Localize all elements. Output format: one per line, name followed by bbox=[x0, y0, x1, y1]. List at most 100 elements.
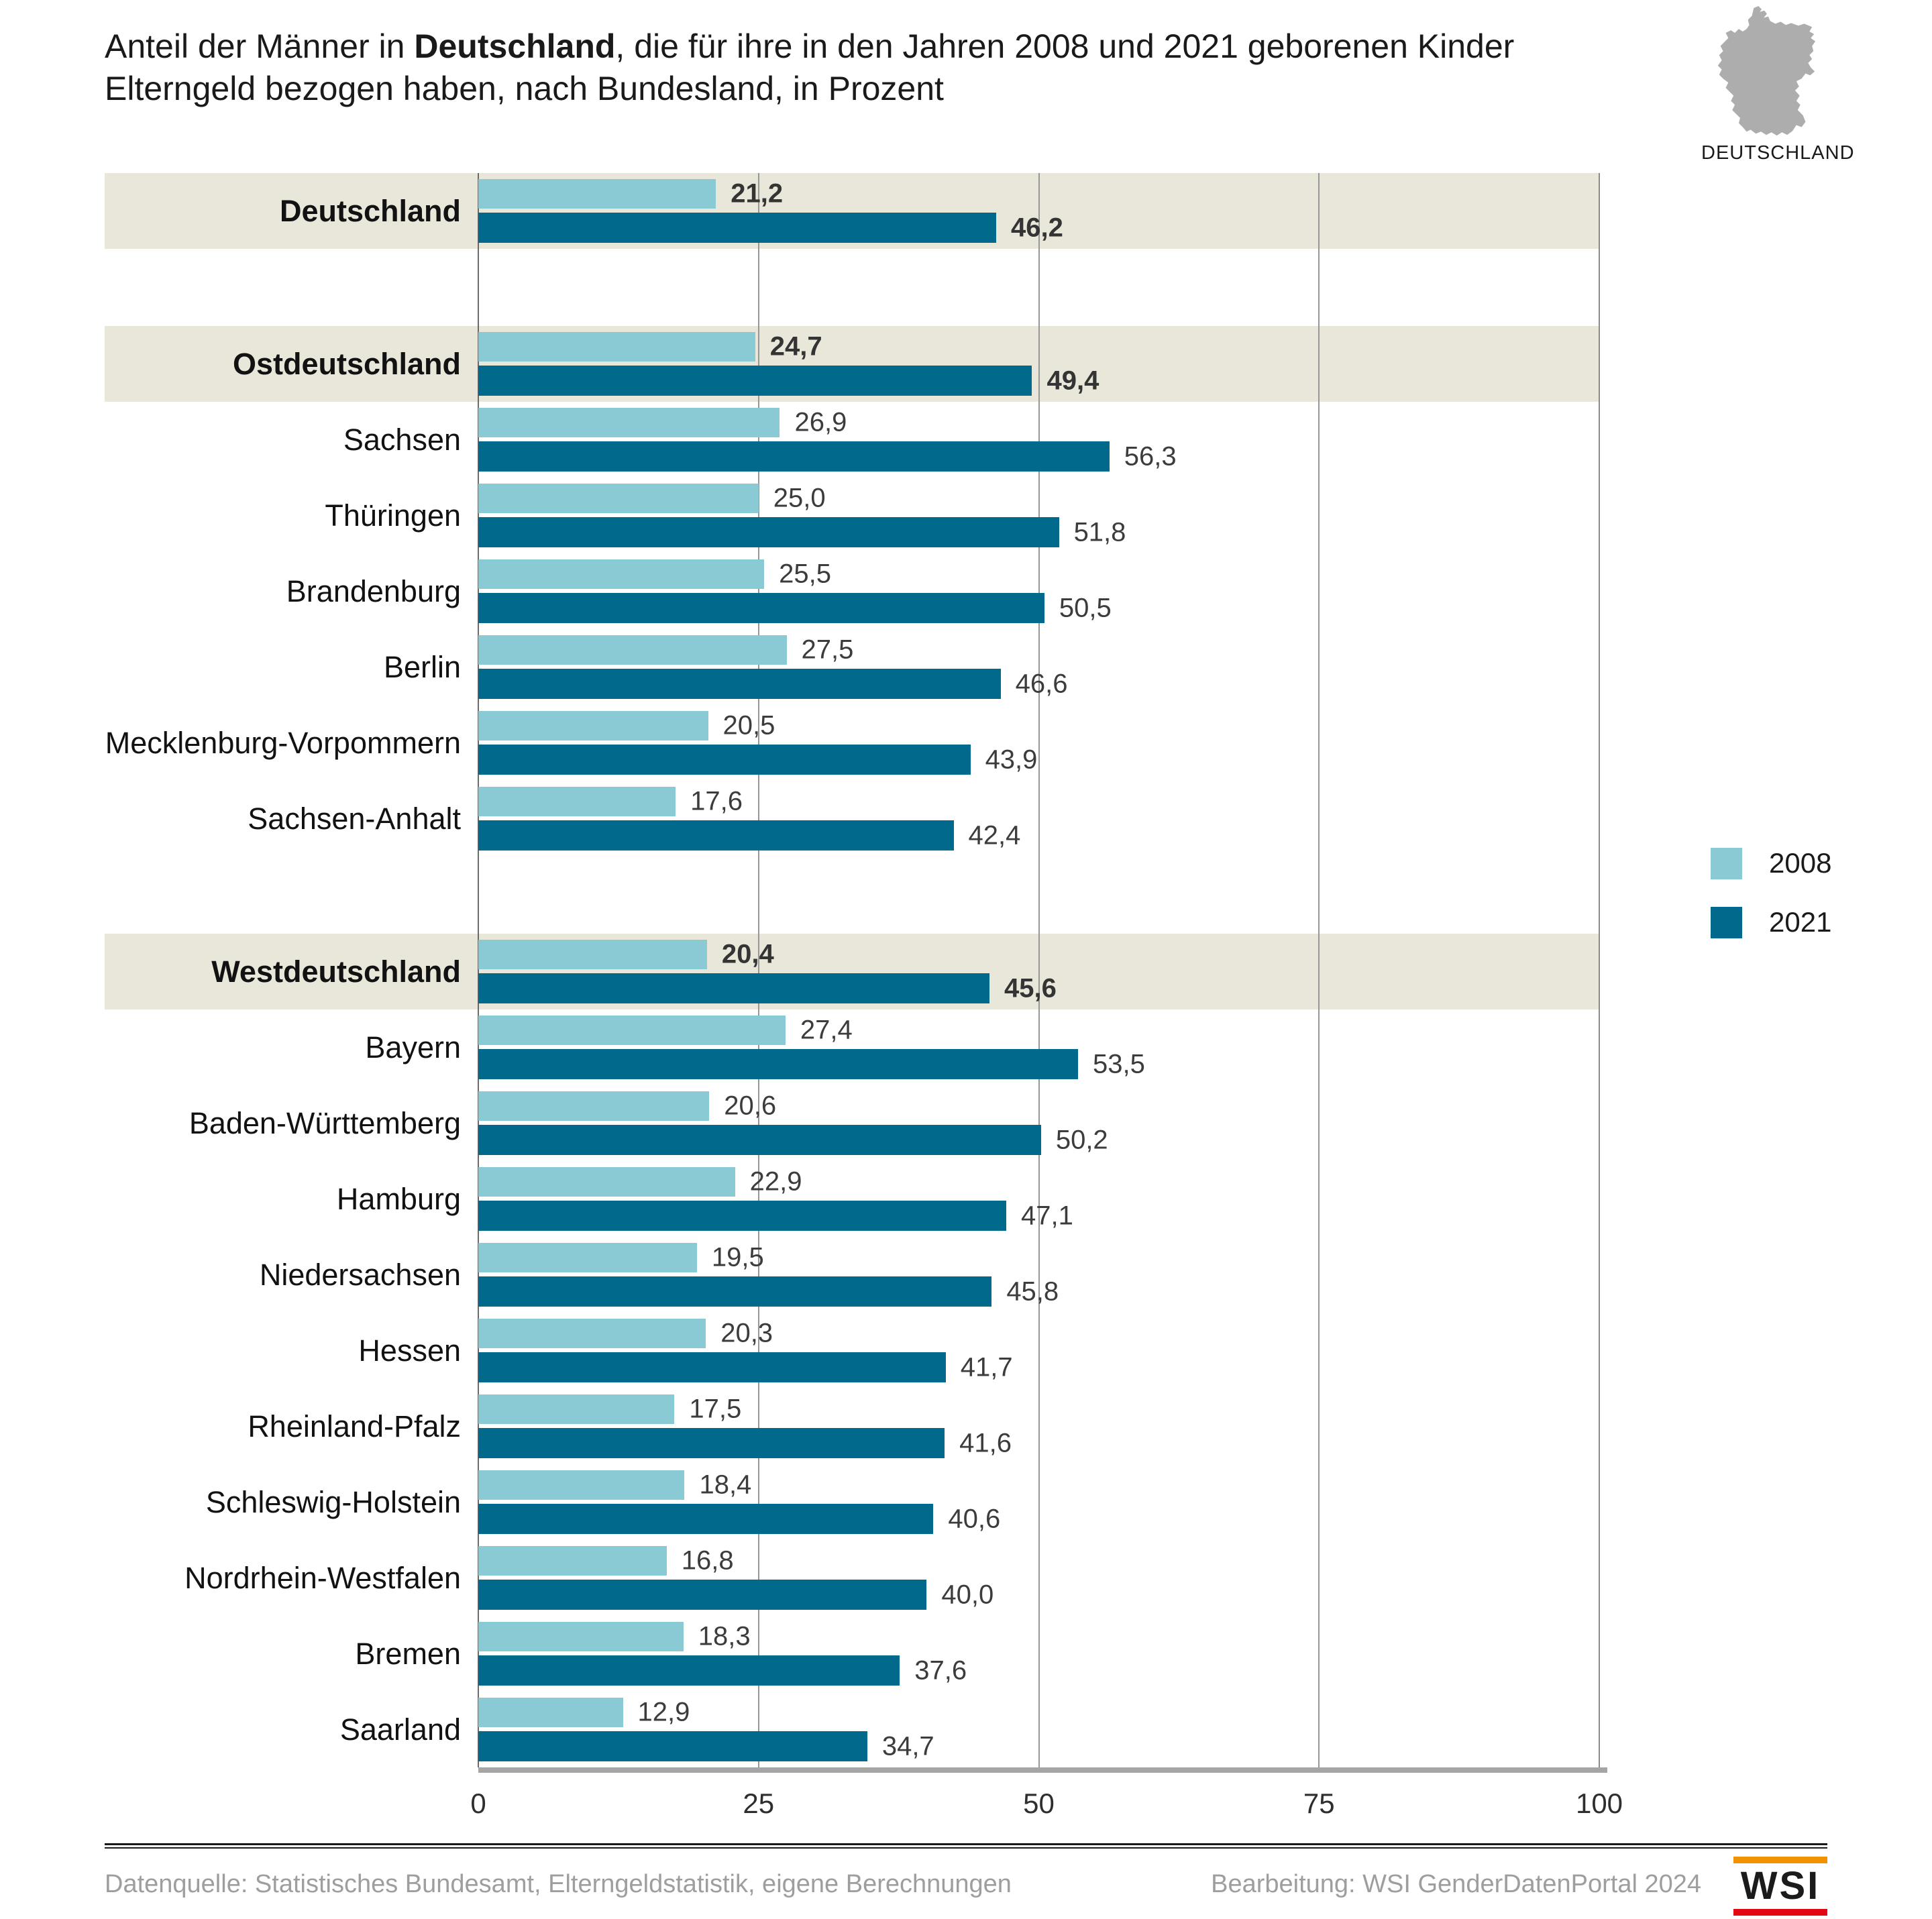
wsi-logo-text: WSI bbox=[1740, 1864, 1821, 1908]
title-bold-deutschland: Deutschland bbox=[414, 28, 616, 65]
chart-row-sachsen-anhalt: Sachsen-Anhalt 17,6 42,4 bbox=[105, 781, 1599, 857]
value-label-2021: 37,6 bbox=[914, 1655, 967, 1685]
row-bars: 25,0 51,8 bbox=[478, 478, 1599, 553]
row-bars: 20,4 45,6 bbox=[478, 934, 1599, 1009]
x-tick-50: 50 bbox=[1023, 1788, 1055, 1819]
bar-2008: 16,8 bbox=[478, 1546, 734, 1576]
value-label-2008: 24,7 bbox=[769, 331, 822, 362]
value-label-2021: 40,6 bbox=[948, 1504, 1001, 1533]
chart-row-hessen: Hessen 20,3 41,7 bbox=[105, 1313, 1599, 1388]
chart-row-baden-w-rttemberg: Baden-Württemberg 20,6 50,2 bbox=[105, 1085, 1599, 1161]
row-bars: 17,5 41,6 bbox=[478, 1388, 1599, 1464]
row-label: Thüringen bbox=[325, 498, 461, 533]
bar-2021: 51,8 bbox=[478, 517, 1126, 547]
bar-2008: 25,0 bbox=[478, 484, 826, 513]
x-tick-0: 0 bbox=[470, 1788, 486, 1819]
bar-2021: 37,6 bbox=[478, 1655, 967, 1686]
row-label: Deutschland bbox=[279, 193, 461, 228]
row-bars: 24,7 49,4 bbox=[478, 326, 1599, 402]
row-label: Nordrhein-Westfalen bbox=[184, 1560, 461, 1595]
bar-2008: 20,3 bbox=[478, 1319, 773, 1348]
value-label-2008: 21,2 bbox=[731, 178, 784, 209]
bar-2021: 34,7 bbox=[478, 1731, 934, 1761]
editing-credit: Bearbeitung: WSI GenderDatenPortal 2024 bbox=[1211, 1870, 1701, 1898]
bar-2021: 47,1 bbox=[478, 1201, 1073, 1231]
bar-2021: 41,7 bbox=[478, 1352, 1013, 1382]
legend-item-2021: 2021 bbox=[1711, 906, 1831, 938]
bar-2008: 26,9 bbox=[478, 408, 847, 437]
chart-title: Anteil der Männer in Deutschland, die fü… bbox=[105, 25, 1514, 110]
row-label: Bayern bbox=[365, 1030, 461, 1064]
bar-2008: 17,6 bbox=[478, 787, 743, 816]
value-label-2021: 47,1 bbox=[1021, 1201, 1073, 1230]
chart-row-bremen: Bremen 18,3 37,6 bbox=[105, 1616, 1599, 1692]
value-label-2021: 46,6 bbox=[1015, 669, 1068, 698]
row-label: Schleswig-Holstein bbox=[205, 1484, 461, 1519]
bar-2021: 50,2 bbox=[478, 1125, 1108, 1155]
bar-2021: 42,4 bbox=[478, 820, 1020, 851]
row-label: Saarland bbox=[339, 1712, 461, 1747]
value-label-2008: 20,6 bbox=[724, 1091, 777, 1121]
legend: 2008 2021 bbox=[1711, 847, 1831, 965]
value-label-2021: 49,4 bbox=[1046, 366, 1099, 395]
chart-row-mecklenburg-vorpommern: Mecklenburg-Vorpommern 20,5 43,9 bbox=[105, 705, 1599, 781]
row-label: Rheinland-Pfalz bbox=[248, 1409, 461, 1443]
row-bars: 18,3 37,6 bbox=[478, 1616, 1599, 1692]
value-label-2021: 41,7 bbox=[960, 1352, 1013, 1382]
bar-2008: 17,5 bbox=[478, 1394, 741, 1424]
bar-2008: 27,4 bbox=[478, 1016, 853, 1045]
value-label-2008: 25,0 bbox=[773, 483, 826, 513]
value-label-2021: 41,6 bbox=[959, 1428, 1012, 1458]
row-label: Sachsen bbox=[343, 422, 461, 457]
row-bars: 22,9 47,1 bbox=[478, 1161, 1599, 1237]
value-label-2021: 50,5 bbox=[1059, 593, 1112, 622]
value-label-2008: 20,3 bbox=[720, 1318, 773, 1348]
row-bars: 25,5 50,5 bbox=[478, 553, 1599, 629]
value-label-2008: 20,4 bbox=[721, 939, 774, 969]
title-text: Anteil der Männer in bbox=[105, 28, 415, 65]
x-tick-25: 25 bbox=[743, 1788, 775, 1819]
row-bars: 20,3 41,7 bbox=[478, 1313, 1599, 1388]
row-bars: 27,4 53,5 bbox=[478, 1009, 1599, 1085]
bar-2008: 22,9 bbox=[478, 1167, 802, 1197]
chart-rows: Deutschland 21,2 46,2 Ostdeutschland 24,… bbox=[105, 173, 1599, 1767]
germany-map-icon bbox=[1717, 5, 1816, 136]
bar-2021: 53,5 bbox=[478, 1049, 1145, 1079]
value-label-2008: 27,5 bbox=[801, 635, 854, 665]
row-label: Mecklenburg-Vorpommern bbox=[105, 725, 461, 760]
bar-2021: 50,5 bbox=[478, 593, 1112, 623]
title-text-suffix: , die für ihre in den Jahren 2008 und 20… bbox=[615, 28, 1515, 65]
value-label-2008: 25,5 bbox=[779, 559, 831, 589]
row-label: Niedersachsen bbox=[259, 1257, 461, 1292]
row-bars: 17,6 42,4 bbox=[478, 781, 1599, 857]
gridline-50 bbox=[1038, 173, 1040, 1767]
bar-2008: 20,5 bbox=[478, 711, 775, 741]
bar-2008: 18,4 bbox=[478, 1470, 751, 1500]
value-label-2008: 12,9 bbox=[637, 1697, 690, 1727]
bar-2021: 49,4 bbox=[478, 366, 1099, 396]
chart-row-ostdeutschland: Ostdeutschland 24,7 49,4 bbox=[105, 326, 1599, 402]
value-label-2021: 40,0 bbox=[941, 1580, 994, 1609]
row-bars: 20,6 50,2 bbox=[478, 1085, 1599, 1161]
footer-divider bbox=[105, 1843, 1827, 1849]
chart-row-th-ringen: Thüringen 25,0 51,8 bbox=[105, 478, 1599, 553]
bar-chart: Deutschland 21,2 46,2 Ostdeutschland 24,… bbox=[105, 173, 1623, 1828]
bar-2021: 56,3 bbox=[478, 441, 1177, 472]
bar-2021: 46,6 bbox=[478, 669, 1068, 699]
row-label: Sachsen-Anhalt bbox=[248, 801, 461, 836]
bar-2008: 19,5 bbox=[478, 1243, 764, 1272]
value-label-2021: 45,6 bbox=[1004, 973, 1057, 1003]
bar-2008: 20,4 bbox=[478, 940, 774, 969]
data-source-note: Datenquelle: Statistisches Bundesamt, El… bbox=[105, 1870, 1012, 1898]
x-tick-100: 100 bbox=[1575, 1788, 1623, 1819]
row-label: Bremen bbox=[355, 1636, 461, 1671]
bar-2021: 43,9 bbox=[478, 745, 1037, 775]
chart-row-sachsen: Sachsen 26,9 56,3 bbox=[105, 402, 1599, 478]
bar-2008: 18,3 bbox=[478, 1622, 751, 1651]
bar-2008: 25,5 bbox=[478, 559, 831, 589]
map-caption: DEUTSCHLAND bbox=[1701, 142, 1855, 164]
row-bars: 18,4 40,6 bbox=[478, 1464, 1599, 1540]
gridline-75 bbox=[1318, 173, 1320, 1767]
bar-2008: 20,6 bbox=[478, 1091, 776, 1121]
row-label: Hamburg bbox=[336, 1181, 461, 1216]
